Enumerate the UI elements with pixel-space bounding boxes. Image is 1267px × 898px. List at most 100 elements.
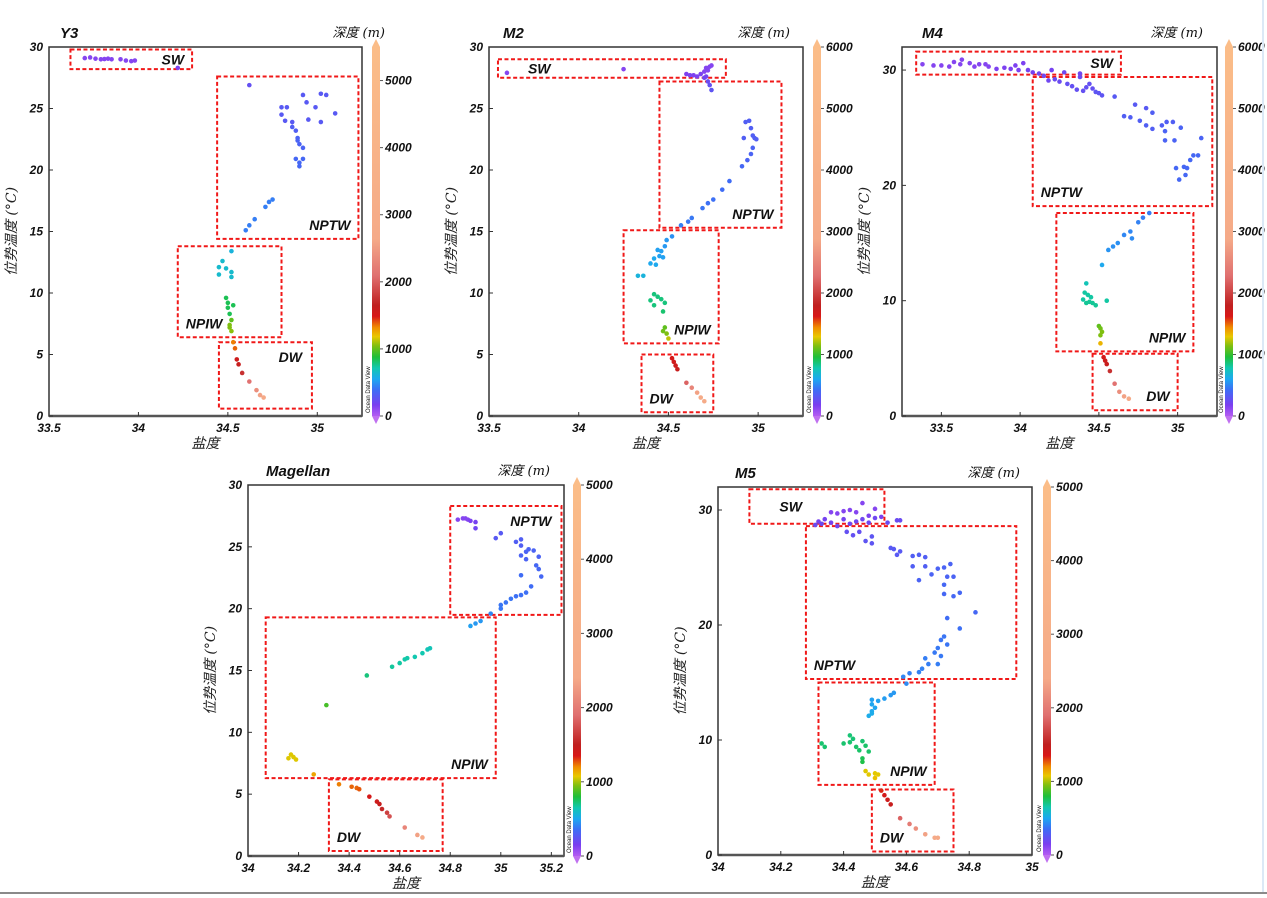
x-axis-label: 盐度 xyxy=(861,875,891,891)
x-tick-label: 35 xyxy=(311,421,325,435)
y-tick-label: 30 xyxy=(699,503,713,517)
data-point xyxy=(297,160,302,165)
data-point xyxy=(1099,262,1105,268)
y-tick-label: 10 xyxy=(229,725,243,739)
plot-area xyxy=(717,486,1033,856)
data-point xyxy=(878,514,884,520)
colorbar-tick-label: 1000 xyxy=(1056,774,1083,788)
data-point xyxy=(175,65,181,71)
data-point xyxy=(897,815,903,821)
data-point xyxy=(526,547,531,552)
data-point xyxy=(304,100,309,105)
data-point xyxy=(493,535,499,541)
data-point xyxy=(261,395,266,400)
data-point xyxy=(1143,105,1149,111)
data-point xyxy=(860,756,865,761)
data-point xyxy=(254,387,259,393)
data-point xyxy=(1112,94,1117,99)
data-point xyxy=(1195,153,1201,158)
colorbar-tick-label: 5000 xyxy=(826,102,853,116)
data-point xyxy=(473,525,478,531)
data-point xyxy=(872,515,878,521)
water-mass-box-dw xyxy=(870,788,955,853)
plot-area xyxy=(901,46,1218,417)
data-point xyxy=(1061,70,1067,75)
colorbar-max-arrow xyxy=(573,477,581,485)
data-point xyxy=(944,642,950,647)
data-point xyxy=(297,164,302,169)
plot-area xyxy=(247,484,565,857)
data-point xyxy=(916,552,922,558)
data-point xyxy=(473,519,478,525)
water-mass-label: DW xyxy=(880,830,905,846)
x-tick-label: 35 xyxy=(751,421,765,435)
data-point xyxy=(415,832,420,838)
data-point xyxy=(1128,115,1133,120)
data-point xyxy=(900,674,906,680)
data-point xyxy=(364,673,370,678)
plot-area xyxy=(488,46,804,417)
data-point xyxy=(866,772,872,777)
data-point xyxy=(257,392,263,398)
data-point xyxy=(1080,297,1086,302)
data-point xyxy=(841,516,846,522)
data-point xyxy=(866,749,872,754)
colorbar-max-arrow xyxy=(372,39,380,47)
data-point xyxy=(1013,63,1018,68)
data-point xyxy=(1096,90,1102,96)
data-point xyxy=(657,253,662,259)
colorbar-min-arrow xyxy=(573,856,581,864)
y-tick-label: 20 xyxy=(29,163,44,177)
data-point xyxy=(651,256,657,261)
data-point xyxy=(748,151,754,157)
data-point xyxy=(719,187,725,192)
data-point xyxy=(1088,294,1094,300)
water-mass-label: NPIW xyxy=(890,763,928,779)
panel-title: Y3 xyxy=(60,25,79,42)
data-point xyxy=(1002,65,1007,71)
water-mass-box-sw xyxy=(496,58,727,79)
data-point xyxy=(1150,126,1155,132)
x-tick-label: 34.2 xyxy=(287,861,311,875)
data-point xyxy=(1176,177,1182,182)
x-tick-label: 34 xyxy=(711,860,725,874)
data-point xyxy=(536,566,542,572)
data-point xyxy=(710,197,716,202)
data-point xyxy=(389,664,395,670)
colorbar-tick-label: 1000 xyxy=(1238,348,1265,362)
data-point xyxy=(216,272,222,277)
y-tick-label: 10 xyxy=(699,733,713,747)
data-point xyxy=(869,534,875,539)
water-mass-label: DW xyxy=(279,349,304,365)
data-point xyxy=(651,291,657,297)
data-point xyxy=(1052,76,1058,82)
data-point xyxy=(957,626,963,631)
data-point xyxy=(229,248,234,254)
y-axis-label: 位势温度 (°C) xyxy=(444,187,460,276)
data-point xyxy=(293,128,299,133)
data-point xyxy=(920,61,925,67)
data-point xyxy=(1126,396,1132,402)
water-mass-box-npiw xyxy=(817,681,936,786)
data-point xyxy=(685,219,691,224)
data-point xyxy=(105,56,111,61)
data-point xyxy=(869,702,875,707)
data-point xyxy=(1106,247,1111,253)
data-point xyxy=(1077,74,1083,80)
data-point xyxy=(531,548,536,553)
data-point xyxy=(488,611,493,616)
data-point xyxy=(295,135,300,141)
colorbar-max-arrow xyxy=(1225,39,1233,47)
water-mass-label: NPIW xyxy=(674,321,712,337)
data-point xyxy=(957,590,963,596)
data-point xyxy=(1137,118,1143,124)
data-point xyxy=(239,370,245,376)
data-point xyxy=(227,322,232,328)
y-tick-label: 20 xyxy=(469,163,484,177)
x-tick-label: 35.2 xyxy=(540,861,564,875)
data-point xyxy=(332,111,338,116)
colorbar xyxy=(1225,47,1233,416)
colorbar-title: 深度 (m) xyxy=(737,26,790,41)
data-point xyxy=(229,274,234,280)
data-point xyxy=(641,273,646,279)
